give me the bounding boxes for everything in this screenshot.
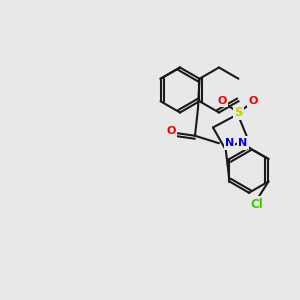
Text: O: O xyxy=(217,96,227,106)
Text: O: O xyxy=(166,126,176,136)
Text: S: S xyxy=(234,106,243,119)
Text: O: O xyxy=(249,96,258,106)
Text: N: N xyxy=(225,138,234,148)
Text: H: H xyxy=(238,140,247,150)
Text: N: N xyxy=(238,137,248,148)
Text: Cl: Cl xyxy=(250,197,263,211)
